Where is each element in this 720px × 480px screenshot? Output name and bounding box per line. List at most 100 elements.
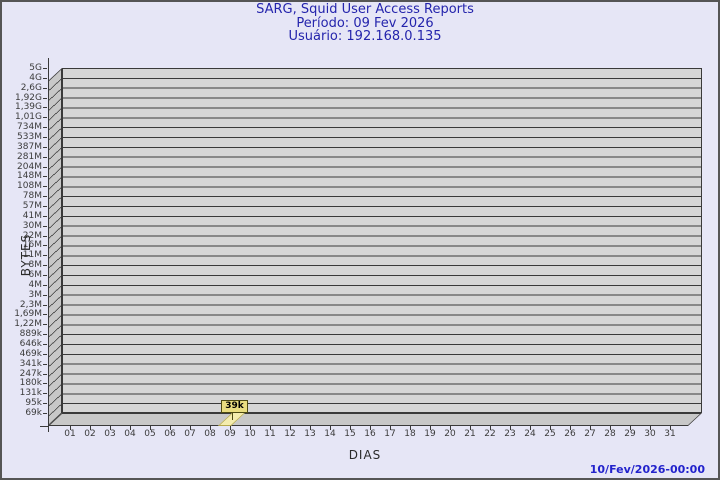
x-tick	[470, 426, 471, 430]
x-tick	[670, 426, 671, 430]
y-tick	[43, 117, 47, 119]
x-tick-label: 09	[224, 429, 236, 439]
x-tick-label: 13	[304, 429, 316, 439]
x-tick-label: 31	[664, 429, 676, 439]
x-tick	[550, 426, 551, 430]
x-tick-label: 10	[244, 429, 256, 439]
x-tick	[330, 426, 331, 430]
y-tick-label: 734M	[17, 122, 42, 133]
x-tick	[310, 426, 311, 430]
y-tick-label: 131k	[19, 388, 42, 399]
y-tick-label: 69k	[25, 408, 42, 418]
y-tick-label: 4G	[29, 72, 42, 83]
y-tick	[43, 186, 47, 188]
x-tick-label: 02	[84, 429, 96, 439]
y-tick	[43, 127, 47, 129]
x-tick	[490, 426, 491, 430]
x-tick	[650, 426, 651, 430]
y-tick	[43, 413, 47, 414]
x-tick-label: 28	[604, 429, 616, 439]
x-tick	[350, 426, 351, 430]
axis-corner-tick	[40, 426, 48, 427]
x-tick	[190, 426, 191, 430]
chart-title: SARG, Squid User Access Reports	[256, 2, 474, 17]
y-tick-label: 1,01G	[14, 112, 42, 123]
y-tick	[43, 275, 47, 276]
y-tick	[43, 206, 47, 207]
y-tick	[43, 235, 47, 237]
y-tick	[43, 403, 47, 405]
x-tick-label: 15	[344, 429, 356, 439]
y-tick	[43, 166, 47, 168]
x-tick-label: 16	[364, 429, 376, 439]
y-tick	[43, 353, 47, 355]
x-tick	[210, 426, 211, 430]
y-tick-label: 1,92G	[14, 92, 42, 103]
x-tick-label: 21	[464, 429, 476, 439]
y-tick-label: 16M	[22, 240, 42, 251]
x-tick	[270, 426, 271, 430]
y-tick-label: 8M	[28, 260, 43, 271]
x-tick	[290, 426, 291, 430]
y-tick	[43, 324, 47, 326]
x-tick	[110, 426, 111, 430]
value-tag-stem	[232, 413, 233, 420]
y-tick-label: 247k	[19, 368, 42, 379]
y-tick-label: 889k	[19, 329, 42, 340]
chart-user: Usuário: 192.168.0.135	[288, 29, 442, 44]
y-tick	[43, 383, 47, 385]
x-tick	[450, 426, 451, 430]
y-tick-label: 387M	[17, 141, 42, 152]
x-tick-label: 03	[104, 429, 116, 439]
y-tick	[43, 77, 47, 79]
x-tick	[530, 426, 531, 430]
x-tick-label: 26	[564, 429, 576, 439]
x-tick	[230, 426, 231, 430]
y-tick	[43, 373, 47, 375]
y-tick-label: 469k	[19, 348, 42, 359]
y-tick	[43, 334, 47, 336]
y-tick-label: 1,39G	[14, 102, 42, 113]
x-tick-label: 25	[544, 429, 556, 439]
x-tick	[70, 426, 71, 430]
x-tick-label: 12	[284, 429, 296, 439]
x-tick	[390, 426, 391, 430]
plot-floor-3d	[48, 413, 702, 426]
y-tick-label: 108M	[17, 181, 42, 192]
y-tick	[43, 314, 47, 316]
x-tick-label: 19	[424, 429, 436, 439]
y-tick	[43, 265, 47, 267]
y-tick-label: 11M	[22, 250, 42, 261]
x-tick	[610, 426, 611, 430]
x-tick-label: 17	[384, 429, 396, 439]
y-tick	[43, 284, 47, 286]
x-tick-label: 27	[584, 429, 596, 439]
y-tick	[43, 255, 47, 257]
y-tick	[43, 146, 47, 148]
x-tick-label: 14	[324, 429, 336, 439]
y-tick-label: 5G	[29, 63, 42, 73]
y-axis-line	[48, 58, 49, 432]
y-tick	[43, 245, 47, 247]
y-tick-label: 148M	[17, 171, 42, 182]
x-tick	[250, 426, 251, 430]
plot-left-wall-3d	[48, 68, 62, 427]
plot-area	[62, 68, 702, 413]
x-tick-label: 29	[624, 429, 636, 439]
y-tick-label: 30M	[22, 220, 42, 231]
y-tick	[43, 176, 47, 178]
x-tick-label: 22	[484, 429, 496, 439]
x-tick	[150, 426, 151, 430]
y-tick	[43, 196, 47, 198]
x-tick	[510, 426, 511, 430]
y-tick-label: 1,69M	[14, 309, 42, 320]
x-tick	[430, 426, 431, 430]
x-tick-label: 08	[204, 429, 216, 439]
x-tick	[570, 426, 571, 430]
y-tick	[43, 344, 47, 345]
generated-timestamp: 10/Fev/2026-00:00	[589, 463, 705, 476]
y-tick-label: 78M	[22, 191, 42, 202]
y-tick-label: 2,3M	[19, 299, 42, 310]
x-tick-label: 11	[264, 429, 276, 439]
